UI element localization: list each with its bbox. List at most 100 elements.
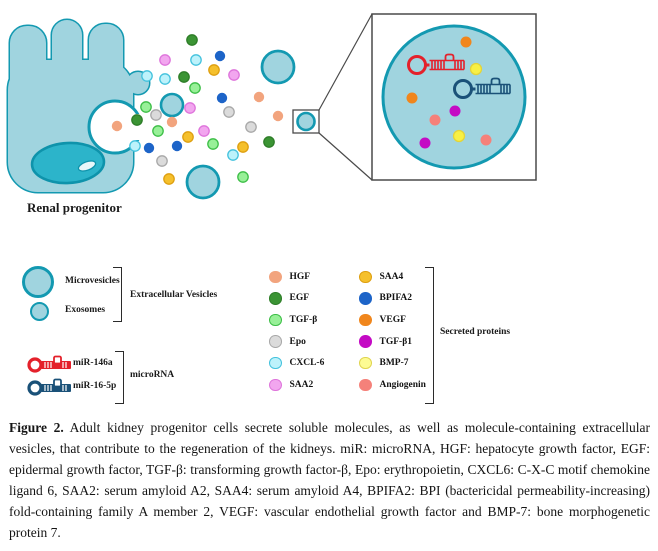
magnified-vesicle <box>381 24 527 170</box>
zoom-dots-layer <box>406 36 492 149</box>
secretion-dots-layer <box>111 34 296 200</box>
protein-label: HGF <box>289 271 311 282</box>
protein-legend-row: BMP-7 <box>359 352 426 374</box>
dot-egf <box>263 136 275 148</box>
dot-bpifa2 <box>143 142 155 154</box>
saa4-swatch <box>359 270 372 284</box>
dot-vesicle <box>260 49 296 85</box>
protein-label: EGF <box>289 293 310 304</box>
dot-hgf <box>166 116 178 128</box>
proteins-group-label: Secreted proteins <box>440 327 511 337</box>
dot-egf <box>186 34 198 46</box>
zoom-connector-lines <box>318 13 373 181</box>
dot-bpifa2 <box>171 140 183 152</box>
mir-16-5p-icon <box>27 378 71 396</box>
dot-cxcl6 <box>129 140 141 152</box>
epo-swatch <box>269 335 282 348</box>
microrna-group-label: microRNA <box>130 370 175 380</box>
protein-legend-row: SAA4 <box>359 266 426 288</box>
dot-cxcl6 <box>190 54 202 66</box>
protein-legend-row: EGF <box>269 288 324 310</box>
dot-tgfb1 <box>419 137 431 149</box>
protein-label: VEGF <box>379 314 406 325</box>
figure-caption-text: Adult kidney progenitor cells secrete so… <box>9 420 650 540</box>
cxcl6-swatch <box>269 356 282 370</box>
dot-vegf <box>460 36 472 48</box>
egf-swatch <box>269 292 282 305</box>
protein-label: SAA2 <box>289 379 314 390</box>
protein-label: BPIFA2 <box>379 293 413 304</box>
dot-saa4 <box>163 173 175 185</box>
cell-label: Renal progenitor <box>27 200 122 215</box>
dot-hgf <box>111 120 123 132</box>
vegf-swatch <box>359 313 372 327</box>
proteins-bracket <box>425 267 434 404</box>
dot-vegf <box>406 92 418 104</box>
dot-saa4 <box>237 141 249 153</box>
tgfb1-swatch <box>359 335 372 348</box>
protein-label: CXCL-6 <box>289 358 325 369</box>
dot-vesicle <box>159 92 185 118</box>
dot-tgfb <box>140 101 152 113</box>
dot-vesicle <box>185 164 221 200</box>
nucleolus <box>77 160 97 172</box>
dot-cxcl6 <box>159 73 171 85</box>
dot-saa4 <box>182 131 194 143</box>
tgfb-swatch <box>269 313 282 327</box>
protein-label: TGF-β1 <box>379 336 412 347</box>
protein-legend-row: TGF-β1 <box>359 331 426 353</box>
secretion-diagram <box>6 13 537 200</box>
bpifa2-swatch <box>359 292 372 305</box>
dot-epo <box>150 109 162 121</box>
protein-legend-row: VEGF <box>359 309 426 331</box>
protein-legend-row: Epo <box>269 331 324 353</box>
protein-legend-row: BPIFA2 <box>359 288 426 310</box>
protein-legend-row: Angiogenin <box>359 374 426 396</box>
protein-legend-row: TGF-β <box>269 309 324 331</box>
protein-label: SAA4 <box>379 271 404 282</box>
protein-legend-col2: SAA4 BPIFA2 VEGF TGF-β1 BMP-7 Angiogenin <box>359 266 426 396</box>
dot-saa4 <box>208 64 220 76</box>
dot-cxcl6 <box>141 70 153 82</box>
dot-hgf <box>253 91 265 103</box>
dot-bpifa2 <box>216 92 228 104</box>
dot-saa2 <box>159 54 171 66</box>
dot-bmp7_bright <box>469 62 483 76</box>
dot-tgfb <box>207 138 219 150</box>
highlighted-exosome <box>296 111 316 132</box>
microvesicles-label: Microvesicles <box>65 276 120 286</box>
dot-epo <box>156 155 168 167</box>
dot-angiogenin <box>480 134 492 146</box>
dot-angiogenin <box>429 114 441 126</box>
exosomes-label: Exosomes <box>65 305 106 315</box>
dot-saa2 <box>184 102 196 114</box>
vesicles-bracket <box>113 267 122 322</box>
dot-tgfb <box>189 82 201 94</box>
dot-egf <box>178 71 190 83</box>
hgf-swatch <box>269 270 282 284</box>
dot-egf <box>131 114 143 126</box>
figure-caption: Figure 2. Adult kidney progenitor cells … <box>9 418 650 544</box>
mir-146a-icon <box>27 355 71 373</box>
mir-146a-label: miR-146a <box>73 358 113 368</box>
protein-label: TGF-β <box>289 314 318 325</box>
renal-progenitor-cell <box>6 18 151 194</box>
vesicles-group-label: Extracellular Vesicles <box>130 290 218 300</box>
protein-label: Epo <box>289 336 306 347</box>
dot-tgfb <box>237 171 249 183</box>
protein-label: BMP-7 <box>379 358 409 369</box>
microrna-bracket <box>115 351 124 404</box>
protein-label: Angiogenin <box>379 379 426 390</box>
protein-legend-col1: HGF EGF TGF-β Epo CXCL-6 SAA2 <box>269 266 324 396</box>
cell-nucleus <box>30 141 106 185</box>
dot-saa2 <box>198 125 210 137</box>
protein-legend-row: CXCL-6 <box>269 352 324 374</box>
dot-tgfb1 <box>449 105 461 117</box>
dot-hgf <box>272 110 284 122</box>
dot-epo <box>245 121 257 133</box>
dot-bpifa2 <box>214 50 226 62</box>
angiogenin-swatch <box>359 378 372 392</box>
dot-cxcl6 <box>227 149 239 161</box>
microvesicle-symbol <box>22 266 54 298</box>
